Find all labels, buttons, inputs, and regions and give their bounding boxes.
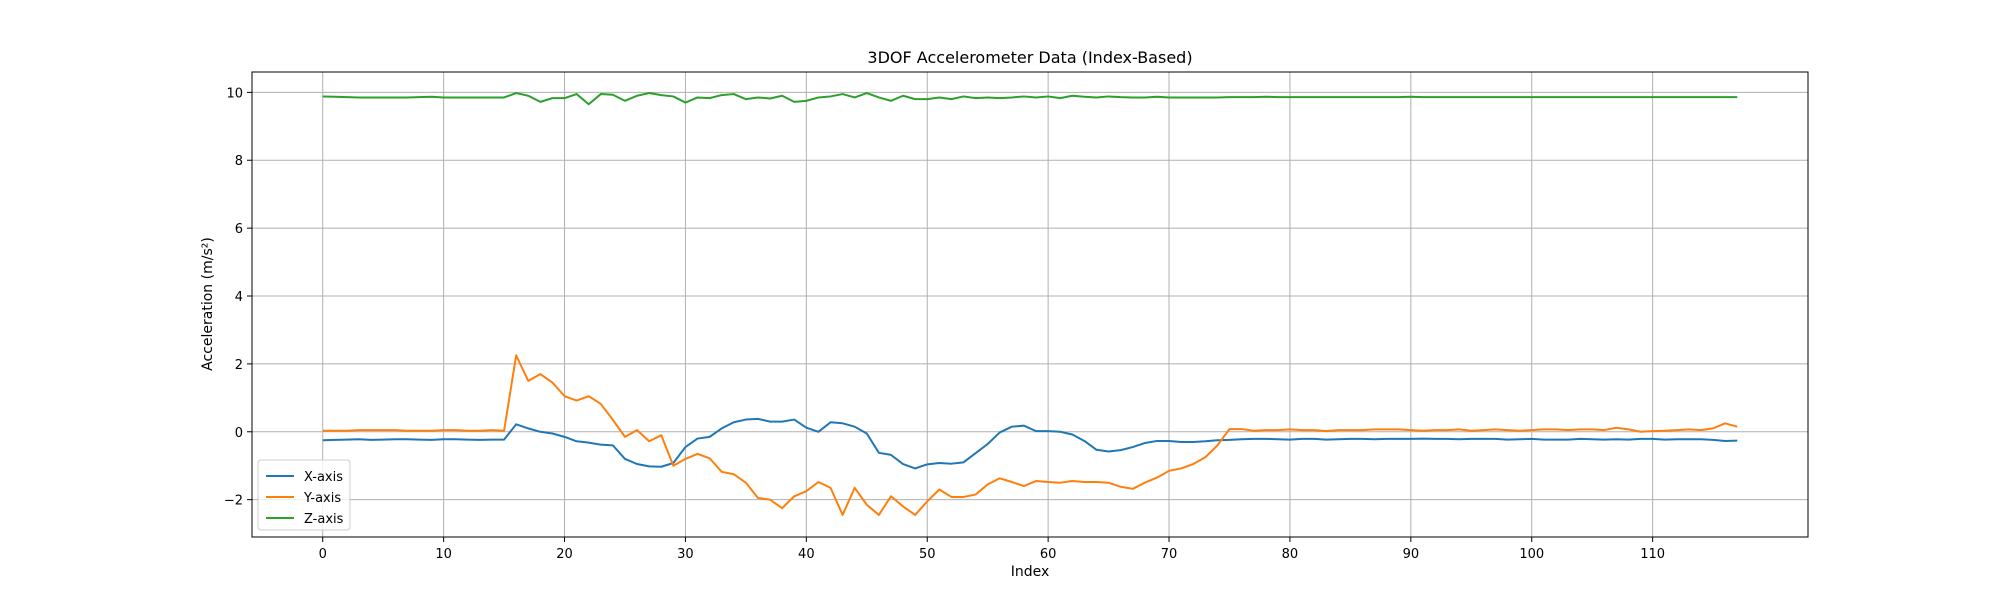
y-tick-label: −2 xyxy=(224,494,243,509)
x-tick-label: 20 xyxy=(556,547,573,562)
legend-label-y-axis: Y-axis xyxy=(303,491,341,506)
grid xyxy=(252,72,1808,537)
x-tick-label: 0 xyxy=(319,547,327,562)
x-tick-label: 110 xyxy=(1640,547,1665,562)
series-line-y-axis xyxy=(322,354,1738,516)
x-tick-label: 30 xyxy=(677,547,694,562)
x-tick-label: 90 xyxy=(1403,547,1420,562)
x-tick-label: 60 xyxy=(1040,547,1057,562)
plot-frame xyxy=(251,71,1809,538)
series-lines xyxy=(322,92,1738,516)
y-tick-label: 4 xyxy=(235,290,243,305)
x-tick-label: 80 xyxy=(1282,547,1299,562)
y-tick-label: 6 xyxy=(235,222,243,237)
series-line-z-axis xyxy=(322,92,1738,106)
y-tick-label: 0 xyxy=(235,426,243,441)
legend-label-z-axis: Z-axis xyxy=(304,512,344,527)
y-tick-label: 10 xyxy=(226,86,243,101)
y-axis-label: Acceleration (m/s²) xyxy=(200,237,216,371)
x-tick-label: 40 xyxy=(798,547,815,562)
chart-title: 3DOF Accelerometer Data (Index-Based) xyxy=(867,48,1192,67)
x-tick-label: 70 xyxy=(1161,547,1178,562)
y-tick-label: 2 xyxy=(235,358,243,373)
x-axis-ticks: 0 10 20 30 40 50 60 70 80 90 100 110 xyxy=(319,537,1665,562)
legend-label-x-axis: X-axis xyxy=(304,470,343,485)
x-tick-label: 100 xyxy=(1519,547,1544,562)
y-axis-ticks: −2 0 2 4 6 8 10 xyxy=(224,86,252,509)
legend: X-axis Y-axis Z-axis xyxy=(257,459,351,531)
series-line-x-axis xyxy=(322,417,1738,470)
x-axis-label: Index xyxy=(1011,564,1050,580)
x-tick-label: 50 xyxy=(919,547,936,562)
x-tick-label: 10 xyxy=(435,547,452,562)
y-tick-label: 8 xyxy=(235,154,243,169)
legend-box xyxy=(257,459,351,531)
